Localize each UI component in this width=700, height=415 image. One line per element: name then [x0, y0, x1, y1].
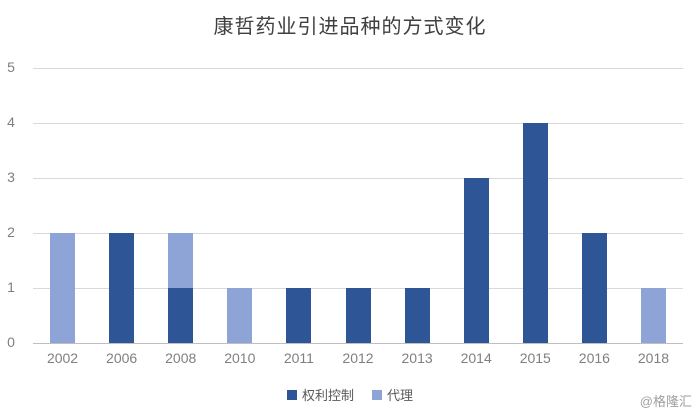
bar-segment-2008: [168, 288, 194, 343]
bar-segment-2014: [463, 178, 489, 343]
bar-segment-2011: [286, 288, 312, 343]
x-axis-tick-label: 2011: [283, 350, 314, 366]
bar-segment-2012: [345, 288, 371, 343]
y-axis-tick-label: 1: [7, 279, 15, 295]
legend-label: 权利控制: [301, 388, 354, 403]
gridline: [33, 123, 683, 124]
bar-segment-2002: [50, 233, 76, 343]
bar-segment-2010: [227, 288, 253, 343]
plot-area: [33, 68, 683, 344]
legend-item: 代理: [372, 385, 413, 404]
bar-segment-2008: [168, 233, 194, 288]
x-axis-tick-label: 2012: [342, 350, 374, 366]
gridline: [33, 68, 683, 69]
chart-title: 康哲药业引进品种的方式变化: [213, 16, 487, 38]
bar-segment-2015: [522, 123, 548, 343]
y-axis-tick-label: 5: [7, 59, 15, 75]
x-axis-tick-label: 2008: [165, 350, 197, 366]
legend-swatch-icon: [286, 389, 297, 400]
watermark: @格隆汇: [639, 394, 692, 409]
legend-label: 代理: [387, 388, 414, 403]
x-axis-tick-label: 2018: [637, 350, 670, 366]
legend-swatch-icon: [372, 389, 382, 400]
legend: 权利控制 代理: [0, 385, 700, 404]
y-axis-tick-label: 0: [7, 334, 15, 350]
y-axis-tick-label: 3: [7, 169, 15, 185]
y-axis-tick-label: 2: [7, 224, 15, 240]
x-axis-line: [33, 343, 683, 344]
bar-segment-2013: [404, 288, 430, 343]
y-axis-tick-label: 4: [7, 114, 15, 130]
legend-item: 权利控制: [286, 385, 354, 404]
bar-segment-2018: [640, 288, 666, 343]
x-axis-tick-label: 2015: [519, 350, 551, 366]
bar-segment-2016: [581, 233, 607, 343]
x-axis-tick-label: 2013: [401, 350, 433, 366]
x-axis-tick-label: 2002: [46, 350, 79, 366]
bar-segment-2006: [109, 233, 135, 343]
gridline: [33, 178, 683, 179]
x-axis-tick-label: 2010: [224, 350, 256, 366]
x-axis-tick-label: 2006: [106, 350, 138, 366]
gridline: [33, 233, 683, 234]
x-axis-tick-label: 2016: [578, 350, 610, 366]
x-axis-tick-label: 2014: [460, 350, 492, 366]
